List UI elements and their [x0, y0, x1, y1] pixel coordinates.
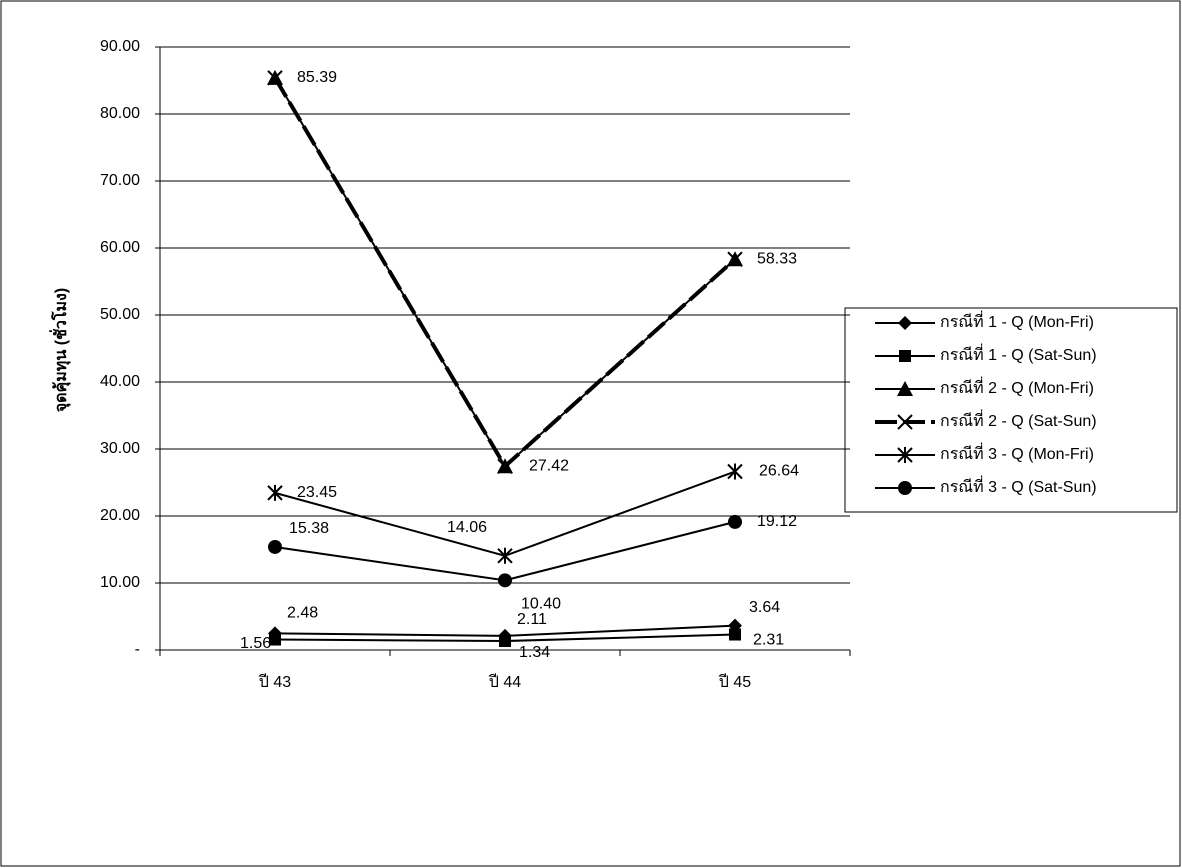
marker [898, 316, 912, 330]
marker [497, 547, 513, 564]
marker [498, 573, 512, 588]
data-label: 10.40 [521, 596, 561, 613]
legend-label: กรณีที่ 3 - Q (Sat-Sun) [940, 475, 1097, 496]
data-label: 26.64 [759, 463, 799, 480]
data-label: 23.45 [297, 484, 337, 501]
marker [897, 447, 913, 463]
marker [728, 514, 742, 529]
marker [898, 481, 912, 495]
y-axis-title: จุดคุ้มทุน (ชั่วโมง) [49, 288, 71, 412]
marker [497, 458, 513, 474]
marker [897, 381, 913, 396]
marker [268, 539, 282, 554]
x-tick-label: ปี 44 [488, 673, 521, 691]
legend-label: กรณีที่ 3 - Q (Mon-Fri) [940, 442, 1094, 463]
marker [499, 635, 511, 648]
data-label: 1.56 [240, 635, 271, 652]
data-label: 15.38 [289, 520, 329, 537]
marker [727, 463, 743, 480]
y-tick-label: 70.00 [100, 172, 140, 189]
marker [729, 628, 741, 641]
data-label: 2.31 [753, 632, 784, 649]
y-tick-label: 30.00 [100, 440, 140, 457]
legend-label: กรณีที่ 2 - Q (Sat-Sun) [940, 409, 1097, 430]
legend-label: กรณีที่ 1 - Q (Mon-Fri) [940, 310, 1094, 331]
data-label: 58.33 [757, 250, 797, 267]
y-tick-label: 50.00 [100, 306, 140, 323]
x-tick-label: ปี 45 [718, 673, 751, 691]
y-tick-label: 20.00 [100, 507, 140, 524]
y-tick-label: 40.00 [100, 373, 140, 390]
marker [899, 350, 911, 362]
marker [269, 633, 281, 646]
y-tick-label: 60.00 [100, 239, 140, 256]
data-label: 19.12 [757, 513, 797, 530]
y-tick-label: - [135, 641, 140, 658]
legend-label: กรณีที่ 1 - Q (Sat-Sun) [940, 343, 1097, 364]
data-label: 2.11 [517, 611, 547, 628]
legend-box [844, 307, 1178, 513]
data-label: 85.39 [297, 69, 337, 86]
marker [267, 484, 283, 501]
x-tick-label: ปี 43 [258, 673, 291, 691]
y-tick-label: 90.00 [100, 38, 140, 55]
marker [727, 251, 743, 267]
data-label: 2.48 [287, 605, 318, 622]
data-label: 27.42 [529, 458, 569, 475]
marker [267, 70, 283, 86]
data-label: 3.64 [749, 599, 780, 616]
y-tick-label: 10.00 [100, 574, 140, 591]
data-label: 1.34 [519, 644, 550, 661]
legend-label: กรณีที่ 2 - Q (Mon-Fri) [940, 376, 1094, 397]
marker [897, 414, 913, 430]
y-tick-label: 80.00 [100, 105, 140, 122]
data-label: 14.06 [447, 519, 487, 536]
